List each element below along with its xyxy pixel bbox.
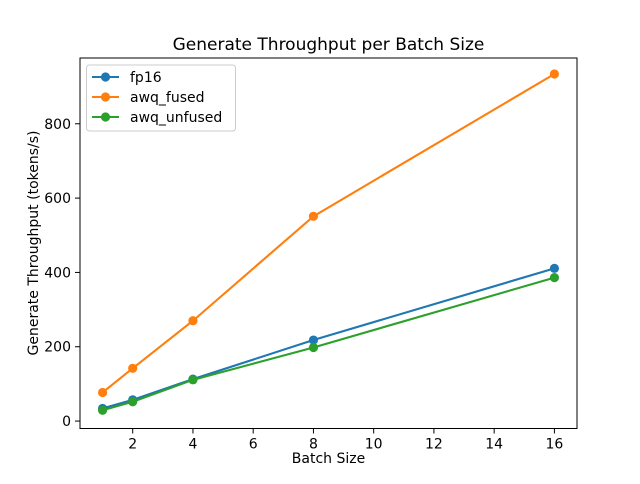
x-tick-label: 8	[309, 437, 318, 453]
legend-marker	[100, 92, 111, 102]
data-point-awq_unfused	[97, 405, 108, 415]
x-tick-label: 12	[425, 437, 443, 453]
x-tick-label: 16	[545, 437, 563, 453]
y-tick-label: 600	[44, 191, 71, 207]
x-tick-label: 2	[128, 437, 137, 453]
data-point-awq_fused	[97, 387, 108, 398]
y-axis-ticks: 0 200 400 600 800	[44, 117, 80, 430]
data-point-awq_fused	[188, 316, 198, 326]
data-point-awq_unfused	[308, 342, 319, 353]
series-group	[97, 69, 560, 415]
y-tick-label: 800	[44, 117, 71, 133]
legend-label: fp16	[130, 70, 162, 86]
x-tick-label: 6	[249, 437, 258, 453]
x-tick-label: 14	[485, 437, 503, 453]
data-point-fp16	[549, 263, 560, 273]
y-tick-label: 0	[62, 414, 71, 430]
chart-title: Generate Throughput per Batch Size	[173, 35, 485, 55]
x-tick-label: 10	[365, 437, 383, 453]
y-tick-label: 400	[44, 265, 71, 281]
x-axis-label: Batch Size	[292, 451, 365, 467]
legend-box	[86, 64, 236, 132]
y-tick-label: 200	[44, 340, 71, 356]
data-point-fp16	[308, 335, 319, 345]
legend: fp16 awq_fused awq_unfused	[86, 64, 236, 132]
legend-label: awq_unfused	[130, 110, 222, 126]
y-axis-label: Generate Throughput (tokens/s)	[26, 131, 42, 356]
legend-marker	[100, 112, 111, 122]
data-point-awq_unfused	[128, 397, 138, 407]
legend-label: awq_fused	[130, 90, 205, 106]
data-point-awq_fused	[128, 363, 138, 373]
data-point-awq_unfused	[188, 375, 198, 385]
data-point-awq_unfused	[549, 273, 560, 283]
x-tick-label: 4	[188, 437, 197, 453]
data-point-awq_fused	[308, 211, 319, 221]
legend-marker	[100, 72, 111, 82]
data-point-awq_fused	[549, 69, 560, 79]
x-axis-ticks: 2 4 6 8 10 12 14 16	[128, 428, 563, 453]
